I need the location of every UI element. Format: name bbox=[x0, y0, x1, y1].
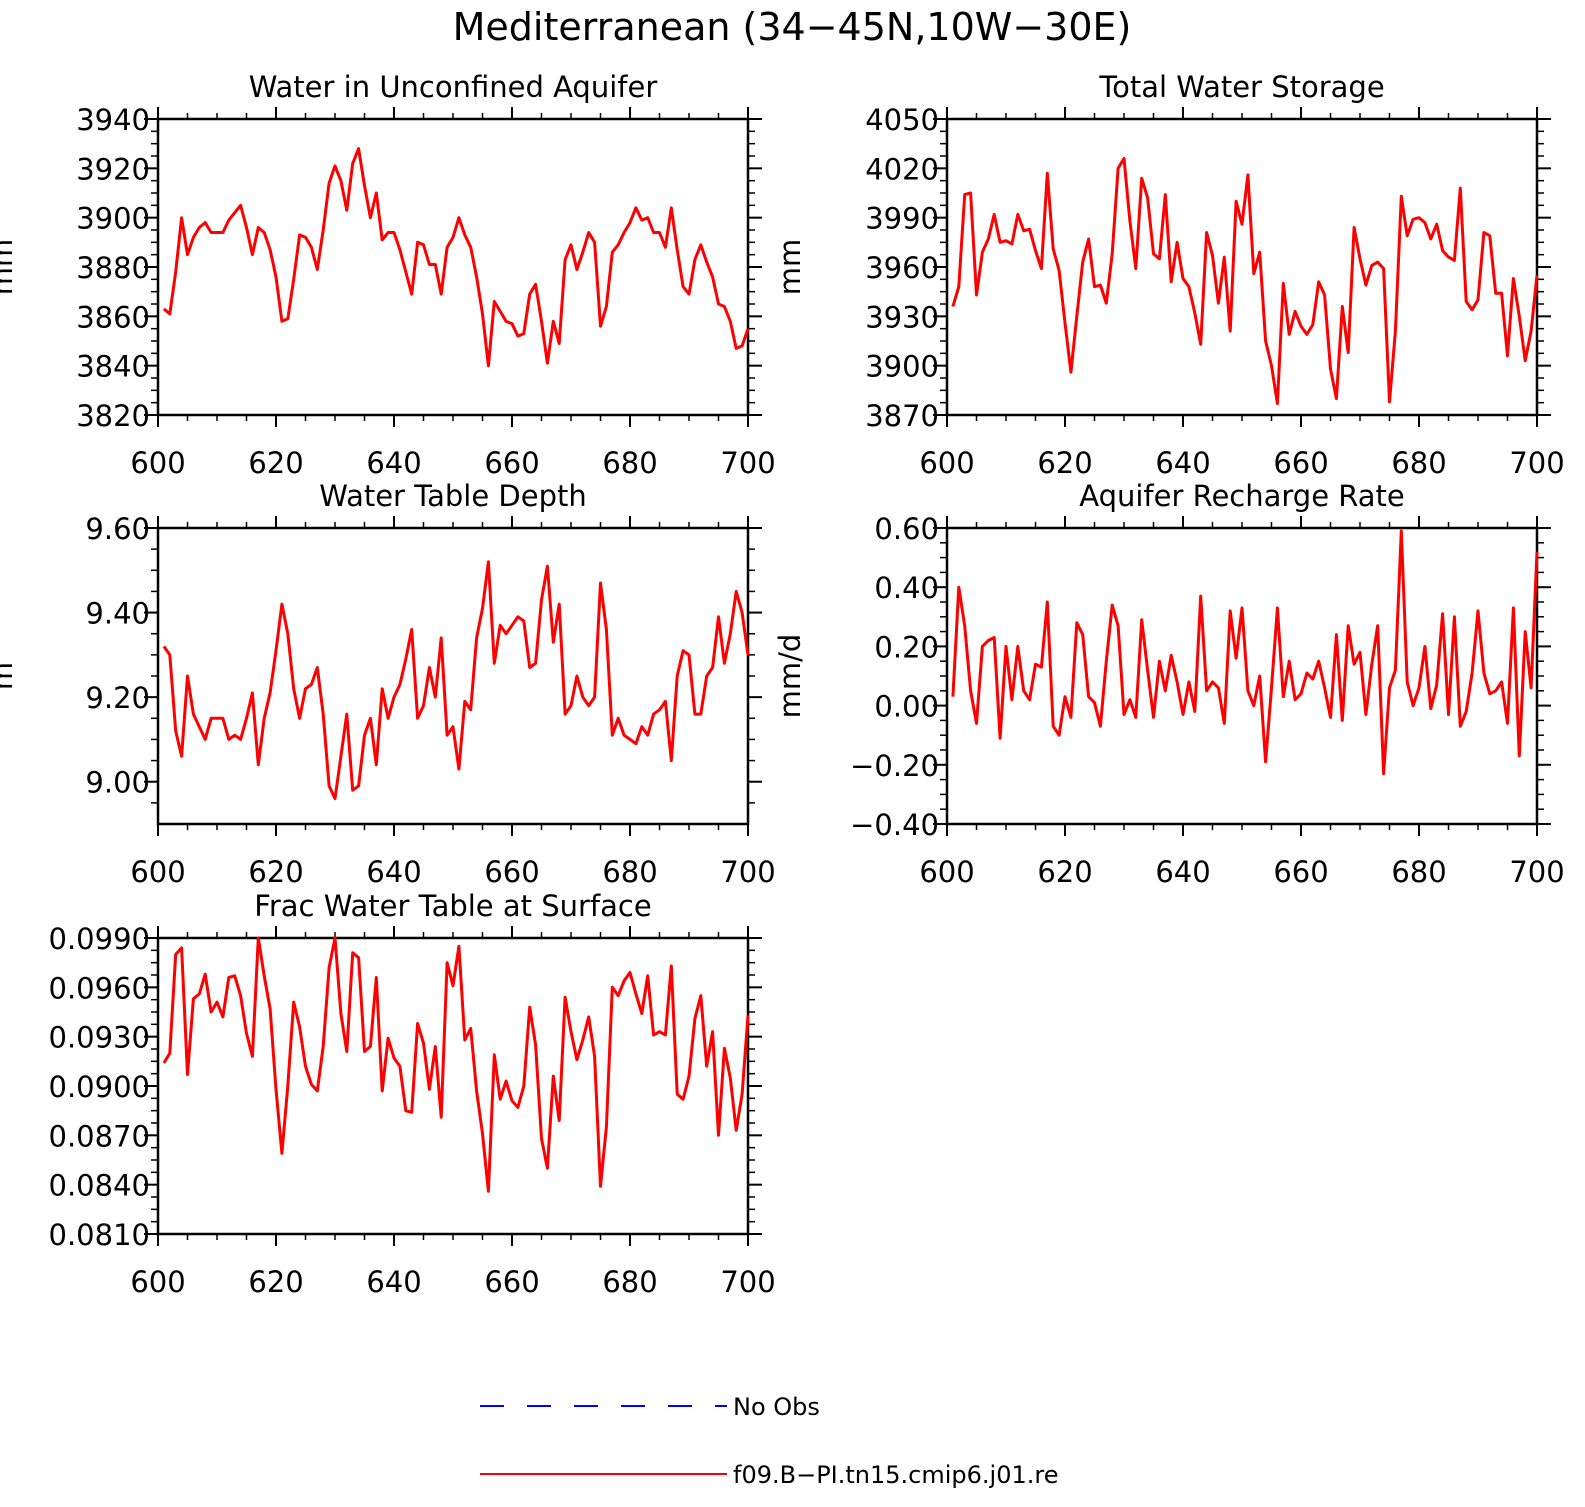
water-in-unconfined-aquifer-y-tick-label: 3900 bbox=[76, 202, 150, 236]
frac-water-table-at-surface-series-line bbox=[162, 936, 750, 1193]
total-water-storage-x-tick-label: 680 bbox=[1391, 446, 1446, 480]
total-water-storage-x-tick-label: 700 bbox=[1509, 446, 1564, 480]
legend-label-2: f09.B−PI.tn15.cmip6.j01.re bbox=[733, 1461, 1058, 1489]
aquifer-recharge-rate-x-tick-label: 640 bbox=[1155, 855, 1210, 889]
figure-title: Mediterranean (34−45N,10W−30E) bbox=[453, 5, 1132, 49]
total-water-storage-series-line bbox=[951, 157, 1539, 405]
frac-water-table-at-surface-x-tick-label: 640 bbox=[366, 1265, 421, 1299]
total-water-storage-panel: Total Water Storage 600 620 640 660 680 700 387… bbox=[773, 70, 1565, 480]
total-water-storage-y-axis-label: mm bbox=[773, 239, 807, 296]
water-table-depth-y-tick-label: 9.60 bbox=[85, 512, 150, 546]
frac-water-table-at-surface-y-tick-label: 0.0810 bbox=[49, 1218, 150, 1252]
water-table-depth-x-tick-label: 660 bbox=[484, 855, 539, 889]
aquifer-recharge-rate-y-tick-label: −0.40 bbox=[850, 808, 939, 842]
frac-water-table-at-surface-x-tick-label: 600 bbox=[130, 1265, 185, 1299]
aquifer-recharge-rate-y-tick-label: 0.20 bbox=[874, 630, 939, 664]
total-water-storage-x-tick-label: 660 bbox=[1273, 446, 1328, 480]
total-water-storage-x-tick-label: 640 bbox=[1155, 446, 1210, 480]
total-water-storage-title: Total Water Storage bbox=[1098, 70, 1384, 104]
legend: No Obs f09.B−PI.tn15.cmip6.j01.re bbox=[480, 1393, 1058, 1489]
frac-water-table-at-surface-x-tick-label: 680 bbox=[602, 1265, 657, 1299]
aquifer-recharge-rate-y-tick-label: 0.60 bbox=[874, 512, 939, 546]
frac-water-table-at-surface-y-tick-label: 0.0930 bbox=[49, 1021, 150, 1055]
water-in-unconfined-aquifer-y-tick-label: 3940 bbox=[76, 103, 150, 137]
water-in-unconfined-aquifer-x-tick-label: 680 bbox=[602, 446, 657, 480]
aquifer-recharge-rate-y-tick-label: 0.00 bbox=[874, 690, 939, 724]
water-table-depth-x-tick-label: 640 bbox=[366, 855, 421, 889]
aquifer-recharge-rate-x-tick-label: 660 bbox=[1273, 855, 1328, 889]
chart-panels: Water in Unconfined Aquifer 600 620 640 660 6… bbox=[0, 70, 1565, 1299]
aquifer-recharge-rate-y-tick-label: −0.20 bbox=[850, 749, 939, 783]
aquifer-recharge-rate-frame bbox=[945, 526, 1539, 826]
water-in-unconfined-aquifer-y-tick-label: 3840 bbox=[76, 350, 150, 384]
water-in-unconfined-aquifer-series-line bbox=[162, 147, 750, 368]
aquifer-recharge-rate-title: Aquifer Recharge Rate bbox=[1079, 479, 1405, 513]
water-in-unconfined-aquifer-y-tick-label: 3880 bbox=[76, 251, 150, 285]
water-table-depth-series-line bbox=[162, 560, 750, 801]
aquifer-recharge-rate-x-tick-label: 620 bbox=[1037, 855, 1092, 889]
aquifer-recharge-rate-x-tick-label: 700 bbox=[1509, 855, 1564, 889]
total-water-storage-x-tick-label: 600 bbox=[919, 446, 974, 480]
total-water-storage-y-tick-label: 3870 bbox=[865, 399, 939, 433]
water-table-depth-x-tick-label: 680 bbox=[602, 855, 657, 889]
frac-water-table-at-surface-x-tick-label: 620 bbox=[248, 1265, 303, 1299]
water-table-depth-x-tick-label: 700 bbox=[720, 855, 775, 889]
frac-water-table-at-surface-y-tick-label: 0.0840 bbox=[49, 1169, 150, 1203]
total-water-storage-y-tick-label: 3930 bbox=[865, 300, 939, 334]
total-water-storage-y-tick-label: 3960 bbox=[865, 251, 939, 285]
frac-water-table-at-surface-y-tick-label: 0.0990 bbox=[49, 922, 150, 956]
frac-water-table-at-surface-y-tick-label: 0.0900 bbox=[49, 1070, 150, 1104]
aquifer-recharge-rate-x-tick-label: 680 bbox=[1391, 855, 1446, 889]
frac-water-table-at-surface-x-tick-label: 660 bbox=[484, 1265, 539, 1299]
water-in-unconfined-aquifer-x-tick-label: 620 bbox=[248, 446, 303, 480]
aquifer-recharge-rate-y-axis-label: mm/d bbox=[773, 634, 807, 719]
water-in-unconfined-aquifer-x-tick-label: 640 bbox=[366, 446, 421, 480]
water-table-depth-y-tick-label: 9.20 bbox=[85, 681, 150, 715]
water-table-depth-frame bbox=[156, 526, 750, 826]
total-water-storage-x-tick-label: 620 bbox=[1037, 446, 1092, 480]
frac-water-table-at-surface-panel: Frac Water Table at Surface 600 620 640 660 6… bbox=[49, 889, 776, 1299]
water-in-unconfined-aquifer-frame bbox=[156, 117, 750, 417]
total-water-storage-frame bbox=[945, 117, 1539, 417]
water-table-depth-y-tick-label: 9.40 bbox=[85, 597, 150, 631]
water-in-unconfined-aquifer-panel: Water in Unconfined Aquifer 600 620 640 660 6… bbox=[0, 70, 776, 480]
water-in-unconfined-aquifer-title: Water in Unconfined Aquifer bbox=[249, 70, 658, 104]
frac-water-table-at-surface-y-tick-label: 0.0960 bbox=[49, 971, 150, 1005]
frac-water-table-at-surface-title: Frac Water Table at Surface bbox=[254, 889, 651, 923]
water-table-depth-x-tick-label: 620 bbox=[248, 855, 303, 889]
water-table-depth-title: Water Table Depth bbox=[319, 479, 587, 513]
total-water-storage-y-tick-label: 3990 bbox=[865, 202, 939, 236]
water-in-unconfined-aquifer-y-axis-label: mm bbox=[0, 239, 19, 296]
total-water-storage-y-tick-label: 3900 bbox=[865, 350, 939, 384]
water-table-depth-y-axis-label: m bbox=[0, 662, 19, 690]
water-in-unconfined-aquifer-x-tick-label: 600 bbox=[130, 446, 185, 480]
water-table-depth-x-tick-label: 600 bbox=[130, 855, 185, 889]
water-table-depth-y-tick-label: 9.00 bbox=[85, 766, 150, 800]
total-water-storage-y-tick-label: 4050 bbox=[865, 103, 939, 137]
frac-water-table-at-surface-x-tick-label: 700 bbox=[720, 1265, 775, 1299]
water-in-unconfined-aquifer-y-tick-label: 3860 bbox=[76, 300, 150, 334]
aquifer-recharge-rate-x-tick-label: 600 bbox=[919, 855, 974, 889]
water-in-unconfined-aquifer-x-tick-label: 700 bbox=[720, 446, 775, 480]
water-table-depth-panel: Water Table Depth 600 620 640 660 680 700 9.00 9… bbox=[0, 479, 776, 889]
aquifer-recharge-rate-y-tick-label: 0.40 bbox=[874, 571, 939, 605]
frac-water-table-at-surface-y-tick-label: 0.0870 bbox=[49, 1119, 150, 1153]
aquifer-recharge-rate-series-line bbox=[951, 529, 1539, 776]
water-in-unconfined-aquifer-y-tick-label: 3820 bbox=[76, 399, 150, 433]
water-in-unconfined-aquifer-y-tick-label: 3920 bbox=[76, 152, 150, 186]
water-in-unconfined-aquifer-x-tick-label: 660 bbox=[484, 446, 539, 480]
aquifer-recharge-rate-panel: Aquifer Recharge Rate 600 620 640 660 680 700 −… bbox=[773, 479, 1565, 889]
total-water-storage-y-tick-label: 4020 bbox=[865, 152, 939, 186]
legend-label-1: No Obs bbox=[733, 1393, 820, 1421]
